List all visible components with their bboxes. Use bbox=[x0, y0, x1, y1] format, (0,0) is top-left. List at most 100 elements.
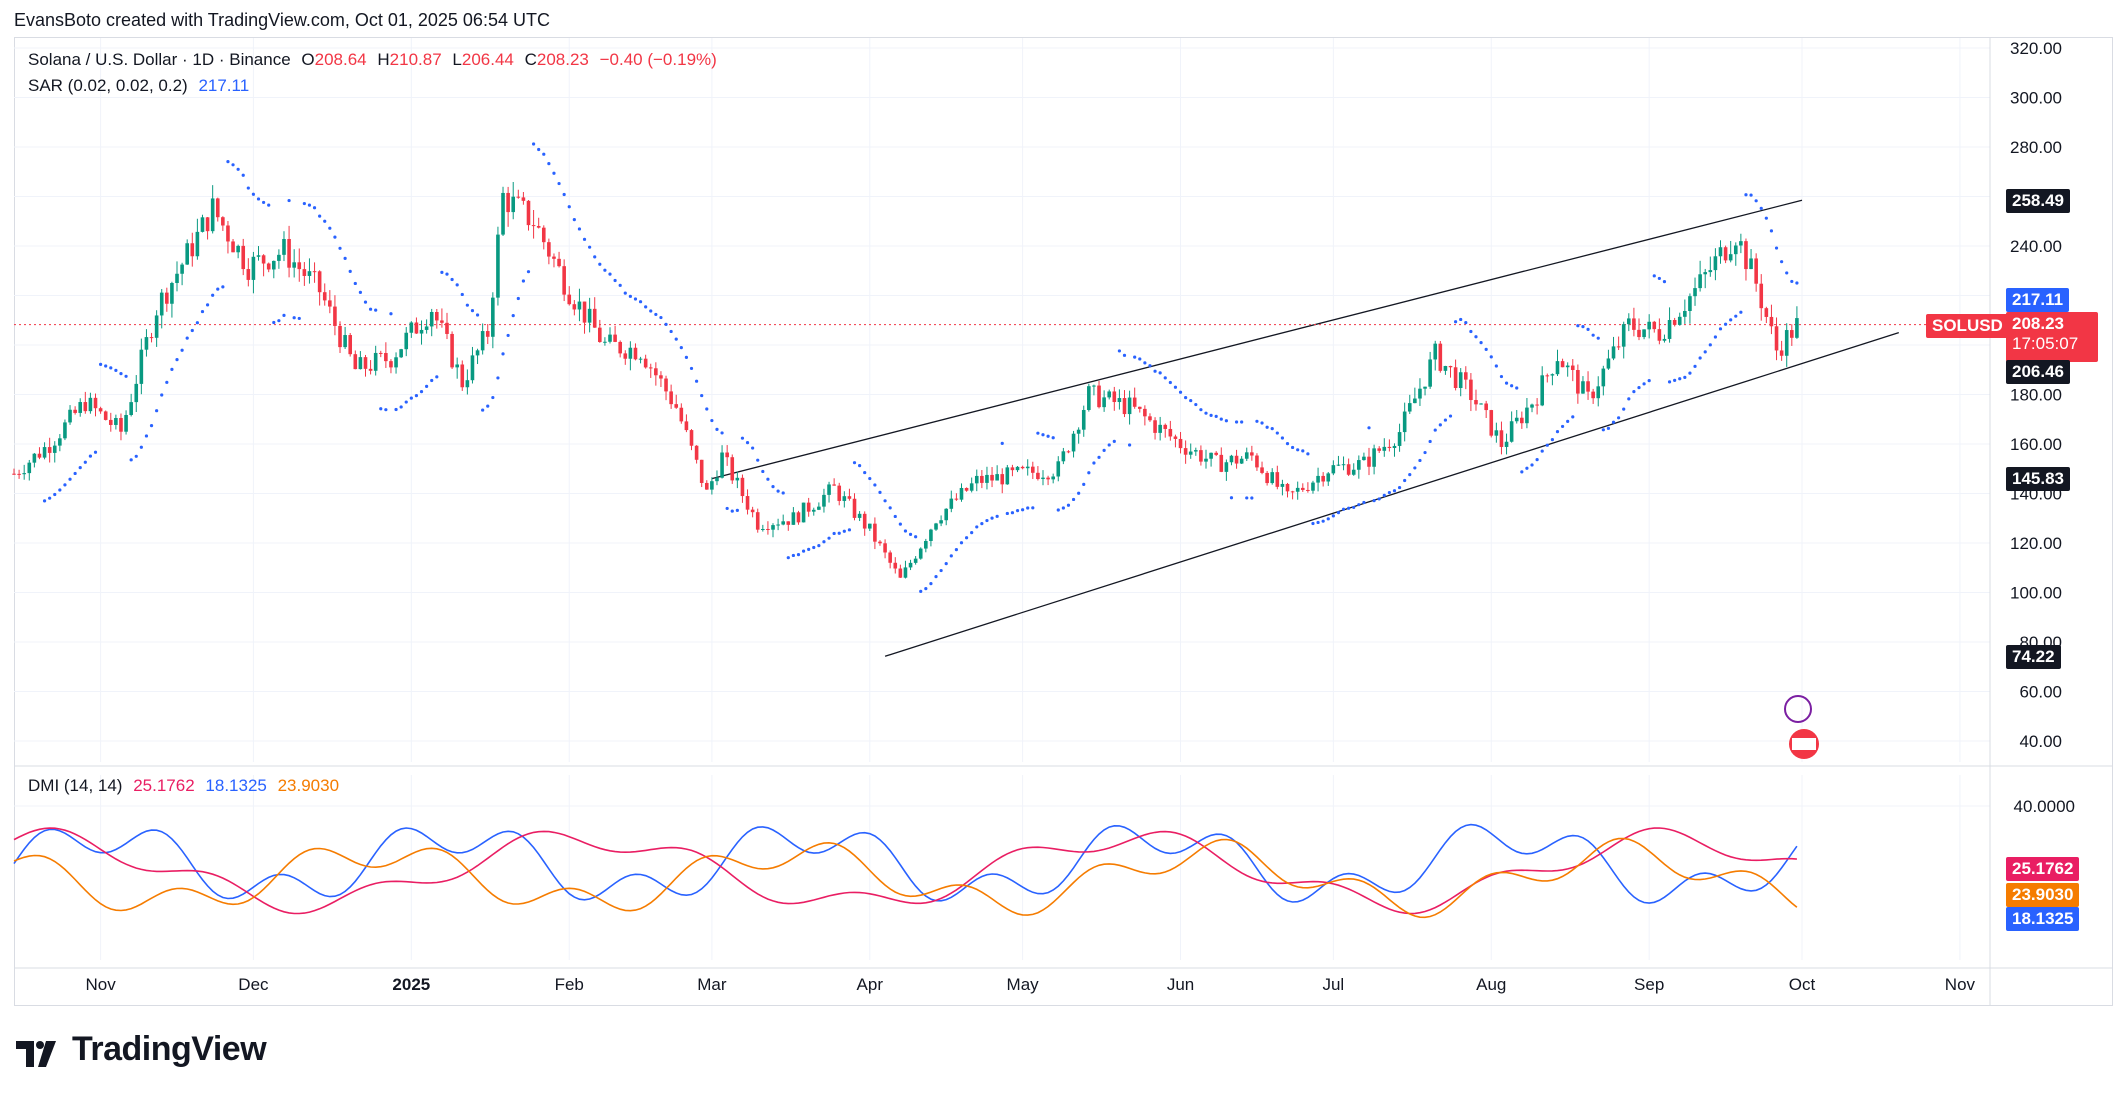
sar-dot bbox=[394, 407, 398, 412]
sar-dot bbox=[725, 506, 729, 511]
candle-body bbox=[1545, 375, 1550, 377]
candle-body bbox=[878, 541, 882, 544]
candle-body bbox=[1795, 318, 1799, 338]
sar-dot bbox=[776, 489, 780, 493]
candle-body bbox=[317, 271, 322, 293]
sar-dot bbox=[1734, 314, 1738, 318]
sar-dot bbox=[1662, 280, 1667, 284]
candle-body bbox=[1092, 385, 1096, 387]
candle-body bbox=[536, 225, 541, 228]
candle-body bbox=[394, 357, 398, 368]
sar-dot bbox=[292, 316, 296, 320]
sar-dot bbox=[491, 395, 495, 400]
sar-dot bbox=[1163, 376, 1167, 380]
sar-dot bbox=[267, 203, 271, 207]
sar-dot bbox=[1454, 320, 1458, 324]
sar-dot bbox=[684, 355, 689, 359]
candle-body bbox=[485, 331, 490, 337]
candle-body bbox=[373, 352, 378, 371]
sar-dot bbox=[460, 292, 464, 297]
sar-dot bbox=[1673, 378, 1677, 382]
sar-dot bbox=[1443, 418, 1448, 422]
candle-body bbox=[1560, 361, 1565, 368]
candle-body bbox=[226, 225, 230, 242]
sar-dot bbox=[1581, 324, 1585, 329]
candle-body bbox=[1076, 429, 1081, 434]
sar-dot bbox=[256, 197, 261, 201]
candle-body bbox=[1081, 409, 1086, 430]
sar-dot bbox=[562, 192, 566, 197]
candle-body bbox=[1642, 329, 1646, 338]
sar-dot bbox=[470, 309, 475, 313]
sar-dot bbox=[139, 445, 143, 449]
sar-dot bbox=[659, 315, 663, 320]
sar-dot bbox=[745, 441, 750, 445]
candle-body bbox=[1570, 365, 1575, 371]
sar-dot bbox=[903, 529, 908, 533]
tradingview-logo[interactable]: TradingView bbox=[16, 1030, 267, 1069]
candle-body bbox=[1041, 477, 1045, 480]
sar-dot bbox=[1606, 426, 1611, 430]
candle-body bbox=[750, 509, 755, 513]
candle-body bbox=[78, 402, 83, 413]
candle-body bbox=[1463, 372, 1468, 380]
dmi-label: DMI (14, 14) bbox=[28, 776, 123, 795]
candle-body bbox=[725, 452, 729, 458]
sar-dot bbox=[1667, 380, 1672, 384]
candle-body bbox=[195, 231, 200, 257]
sar-dot bbox=[817, 544, 821, 548]
candle-body bbox=[1484, 403, 1488, 411]
candle-body bbox=[1351, 469, 1356, 475]
last-price-value: 208.23 bbox=[2012, 314, 2064, 333]
sar-dot bbox=[312, 206, 317, 210]
time-tick-label: Sep bbox=[1634, 975, 1664, 994]
candle-body bbox=[766, 528, 770, 530]
ohlc-legend[interactable]: Solana / U.S. Dollar · 1D · Binance O208… bbox=[28, 50, 723, 70]
sar-dot bbox=[822, 540, 826, 544]
candle-body bbox=[1168, 428, 1173, 437]
sar-dot bbox=[1764, 216, 1768, 220]
candle-body bbox=[598, 327, 602, 343]
candle-body bbox=[134, 383, 139, 403]
candle-body bbox=[974, 475, 979, 484]
time-tick-label: Dec bbox=[238, 975, 269, 994]
sar-dot bbox=[368, 307, 373, 311]
price-tick-label: 40.00 bbox=[2019, 732, 2062, 751]
candle-body bbox=[1402, 411, 1407, 433]
candle-body bbox=[277, 254, 281, 261]
candle-body bbox=[47, 447, 52, 453]
candle-body bbox=[1367, 456, 1371, 467]
candle-body bbox=[414, 322, 419, 334]
high-value: 210.87 bbox=[389, 50, 442, 69]
candle-body bbox=[1494, 430, 1499, 436]
floating-icons bbox=[1784, 695, 1819, 759]
candle-body bbox=[954, 498, 959, 500]
sar-legend[interactable]: SAR (0.02, 0.02, 0.2) 217.11 bbox=[28, 76, 255, 96]
sar-dot bbox=[241, 173, 245, 177]
candle-body bbox=[811, 509, 816, 512]
sar-dot bbox=[246, 186, 250, 190]
candle-body bbox=[460, 364, 465, 388]
candle-body bbox=[1718, 247, 1723, 257]
sar-dot bbox=[618, 283, 622, 287]
candle-body bbox=[83, 402, 88, 412]
sar-dot bbox=[623, 291, 627, 295]
candle-body bbox=[1199, 450, 1203, 462]
candle-body bbox=[1117, 398, 1122, 403]
sar-dot bbox=[837, 531, 841, 535]
candle-body bbox=[333, 306, 337, 326]
candle-body bbox=[1214, 452, 1218, 455]
candle-body bbox=[1173, 436, 1178, 439]
sar-dot bbox=[949, 554, 953, 558]
time-tick-label: Aug bbox=[1476, 975, 1506, 994]
dmi-legend[interactable]: DMI (14, 14) 25.1762 18.1325 23.9030 bbox=[28, 776, 345, 796]
candle-body bbox=[643, 358, 648, 368]
candle-body bbox=[715, 477, 719, 482]
sar-dot bbox=[1051, 436, 1055, 440]
sar-dot bbox=[954, 547, 958, 552]
candle-body bbox=[114, 417, 118, 425]
sar-dot bbox=[114, 368, 118, 372]
sar-dot bbox=[975, 525, 979, 529]
sar-dot bbox=[679, 346, 683, 350]
